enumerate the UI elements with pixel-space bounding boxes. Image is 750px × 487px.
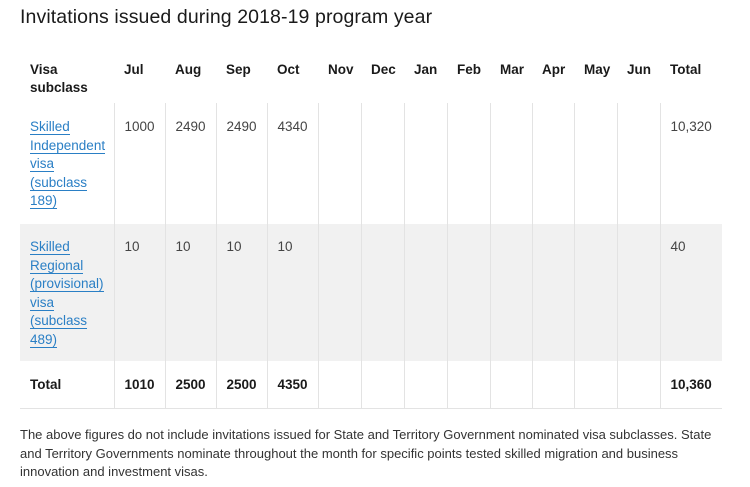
cell-may (574, 103, 618, 224)
footnote: The above figures do not include invitat… (20, 427, 712, 479)
cell-total: 40 (660, 224, 722, 361)
total-label: Total (20, 361, 115, 409)
column-header-sep: Sep (226, 62, 251, 77)
column-header-aug: Aug (175, 62, 202, 77)
total-jan (404, 361, 448, 409)
cell-jan (404, 103, 448, 224)
cell-dec (361, 103, 405, 224)
cell-may (574, 224, 618, 361)
cell-oct: 4340 (267, 103, 319, 224)
cell-nov (318, 103, 362, 224)
total-mar (490, 361, 533, 409)
visa-subclass-cell: Skilled Regional (provisional) visa (subclas… (20, 224, 115, 361)
column-header-may: May (584, 62, 611, 77)
cell-jun (617, 224, 661, 361)
column-header-jul: Jul (124, 62, 144, 77)
column-header-jan: Jan (414, 62, 438, 77)
table-row: Skilled Independent visa (subclass 189) 1000… (20, 103, 722, 224)
column-header-feb: Feb (457, 62, 482, 77)
total-aug: 2500 (165, 361, 217, 409)
column-header-total: Total (670, 62, 702, 77)
column-header-jun: Jun (627, 62, 652, 77)
cell-apr (532, 224, 575, 361)
column-header-visa-subclass: Visa subclass (30, 62, 88, 95)
cell-sep: 10 (216, 224, 268, 361)
cell-aug: 10 (165, 224, 217, 361)
visa-489-link[interactable]: Skilled Regional (provisional) visa (subclas… (30, 239, 104, 348)
total-may (574, 361, 618, 409)
column-header-dec: Dec (371, 62, 396, 77)
cell-jul: 1000 (114, 103, 166, 224)
total-jun (617, 361, 661, 409)
total-oct: 4350 (267, 361, 319, 409)
cell-sep: 2490 (216, 103, 268, 224)
column-header-oct: Oct (277, 62, 300, 77)
cell-jun (617, 103, 661, 224)
column-header-nov: Nov (328, 62, 354, 77)
cell-nov (318, 224, 362, 361)
total-dec (361, 361, 405, 409)
total-nov (318, 361, 362, 409)
cell-jan (404, 224, 448, 361)
page-title: Invitations issued during 2018-19 progra… (20, 6, 433, 28)
cell-jul: 10 (114, 224, 166, 361)
cell-apr (532, 103, 575, 224)
column-header-apr: Apr (542, 62, 566, 77)
visa-189-link[interactable]: Skilled Independent visa (subclass 189) (30, 119, 106, 209)
cell-dec (361, 224, 405, 361)
invitations-table: Visa subclass Jul Aug Sep Oct Nov Dec Ja… (20, 45, 722, 409)
cell-total: 10,320 (660, 103, 722, 224)
table-row: Skilled Regional (provisional) visa (subclas… (20, 224, 722, 361)
total-jul: 1010 (114, 361, 166, 409)
total-sep: 2500 (216, 361, 268, 409)
total-apr (532, 361, 575, 409)
table-header-row: Visa subclass Jul Aug Sep Oct Nov Dec Ja… (20, 45, 722, 103)
cell-mar (490, 224, 533, 361)
total-grand: 10,360 (660, 361, 722, 409)
cell-mar (490, 103, 533, 224)
table-total-row: Total 1010 2500 2500 4350 10,360 (20, 361, 722, 409)
cell-aug: 2490 (165, 103, 217, 224)
column-header-mar: Mar (500, 62, 525, 77)
total-feb (447, 361, 491, 409)
visa-subclass-cell: Skilled Independent visa (subclass 189) (20, 103, 115, 224)
cell-oct: 10 (267, 224, 319, 361)
cell-feb (447, 103, 491, 224)
cell-feb (447, 224, 491, 361)
